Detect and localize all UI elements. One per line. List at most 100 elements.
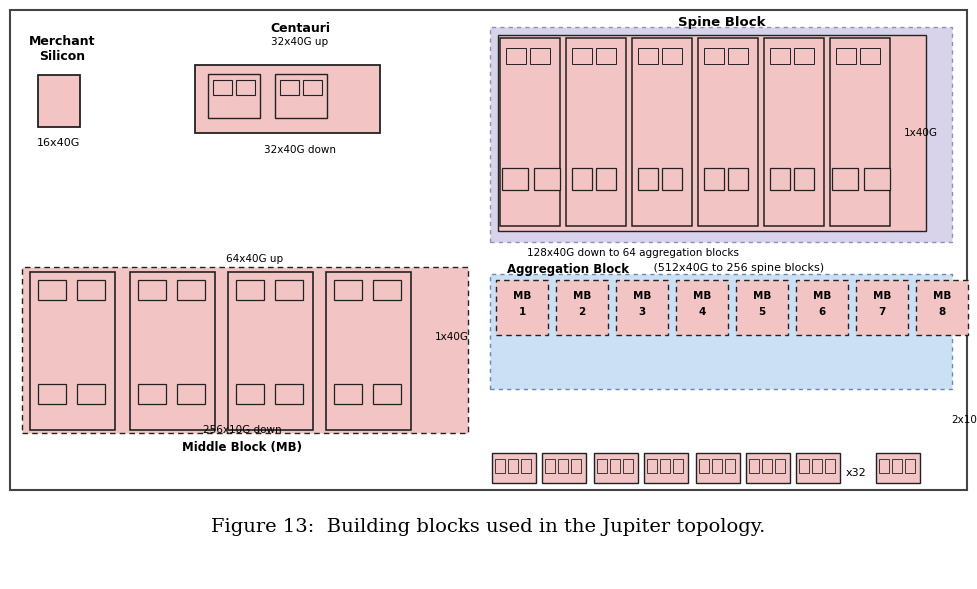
Bar	[796, 280, 848, 335]
Text: 128x40G down to 64 aggregation blocks: 128x40G down to 64 aggregation blocks	[527, 248, 739, 258]
Bar	[236, 80, 255, 95]
Bar	[208, 74, 260, 118]
Text: MB: MB	[633, 291, 652, 301]
Bar	[749, 459, 759, 473]
Bar	[762, 459, 772, 473]
Bar	[596, 48, 616, 64]
Bar	[566, 38, 626, 226]
Text: 6: 6	[819, 307, 826, 317]
Text: 16x40G: 16x40G	[37, 138, 81, 148]
Bar	[597, 459, 607, 473]
Text: MB: MB	[513, 291, 531, 301]
Bar	[195, 65, 380, 133]
Bar	[728, 48, 748, 64]
Bar	[596, 168, 616, 190]
Bar	[830, 38, 890, 226]
Bar	[594, 453, 638, 483]
Bar	[836, 48, 856, 64]
Bar	[130, 272, 215, 430]
Bar	[492, 453, 536, 483]
Bar	[623, 459, 633, 473]
Bar	[905, 459, 915, 473]
Bar	[616, 280, 668, 335]
Bar	[571, 459, 581, 473]
Bar	[610, 459, 620, 473]
Bar	[704, 48, 724, 64]
Bar	[572, 168, 592, 190]
Bar	[698, 38, 758, 226]
Bar	[728, 168, 748, 190]
Bar	[825, 459, 835, 473]
Bar	[794, 168, 814, 190]
Bar	[556, 280, 608, 335]
Bar	[673, 459, 683, 473]
Bar	[38, 384, 66, 404]
Text: MB: MB	[872, 291, 891, 301]
Bar	[213, 80, 232, 95]
Bar	[373, 384, 401, 404]
Bar	[275, 384, 303, 404]
Bar	[334, 280, 362, 300]
Bar	[638, 48, 658, 64]
Text: 3: 3	[638, 307, 646, 317]
Bar	[138, 384, 166, 404]
Bar	[725, 459, 735, 473]
Bar	[373, 280, 401, 300]
Bar	[30, 272, 115, 430]
Text: x32: x32	[846, 468, 867, 478]
Bar	[530, 48, 550, 64]
Bar	[832, 168, 858, 190]
Text: (512x40G to 256 spine blocks): (512x40G to 256 spine blocks)	[650, 263, 825, 273]
Bar	[534, 168, 560, 190]
Bar	[736, 280, 788, 335]
Bar	[138, 280, 166, 300]
Bar	[644, 453, 688, 483]
Bar	[542, 453, 586, 483]
Bar	[632, 38, 692, 226]
Bar	[764, 38, 824, 226]
Bar	[177, 280, 205, 300]
Text: 32x40G up: 32x40G up	[272, 37, 328, 47]
Bar	[506, 48, 526, 64]
Text: 32x40G down: 32x40G down	[264, 145, 336, 155]
Text: MB: MB	[813, 291, 831, 301]
Text: 5: 5	[758, 307, 766, 317]
Bar	[334, 384, 362, 404]
Bar	[77, 384, 105, 404]
Bar	[860, 48, 880, 64]
Text: 4: 4	[699, 307, 705, 317]
Text: Aggregation Block: Aggregation Block	[507, 263, 629, 276]
Bar	[770, 168, 790, 190]
Bar	[490, 274, 952, 389]
Text: 1: 1	[519, 307, 526, 317]
Text: 8: 8	[938, 307, 946, 317]
Text: 1x40G: 1x40G	[435, 332, 469, 342]
Bar	[712, 459, 722, 473]
Bar	[177, 384, 205, 404]
Text: Merchant: Merchant	[28, 35, 95, 48]
Bar	[879, 459, 889, 473]
Text: 64x40G up: 64x40G up	[227, 254, 283, 264]
Text: 1x40G: 1x40G	[904, 128, 938, 138]
Bar	[775, 459, 785, 473]
Bar	[508, 459, 518, 473]
Bar	[856, 280, 908, 335]
Bar	[892, 459, 902, 473]
Bar	[660, 459, 670, 473]
Bar	[236, 280, 264, 300]
Text: Spine Block: Spine Block	[678, 16, 766, 29]
Bar	[275, 280, 303, 300]
Bar	[498, 35, 926, 231]
Bar	[303, 80, 322, 95]
Text: 2: 2	[578, 307, 585, 317]
Text: Figure 13:  Building blocks used in the Jupiter topology.: Figure 13: Building blocks used in the J…	[211, 518, 765, 536]
Bar	[22, 267, 468, 433]
Text: MB: MB	[753, 291, 771, 301]
Bar	[38, 280, 66, 300]
Bar	[500, 38, 560, 226]
Text: MB: MB	[573, 291, 591, 301]
Text: MB: MB	[693, 291, 711, 301]
Bar	[77, 280, 105, 300]
Bar	[496, 280, 548, 335]
Bar	[699, 459, 709, 473]
